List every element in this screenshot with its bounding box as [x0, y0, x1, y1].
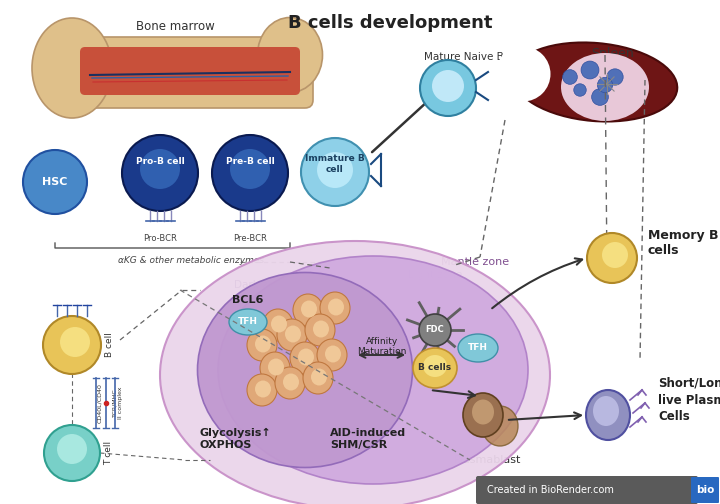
Ellipse shape	[303, 362, 333, 394]
Ellipse shape	[463, 393, 503, 437]
Ellipse shape	[255, 381, 271, 398]
Ellipse shape	[260, 352, 290, 384]
Text: CD40L/CD40: CD40L/CD40	[97, 383, 102, 423]
Ellipse shape	[60, 327, 90, 357]
Text: Immature B
cell: Immature B cell	[305, 154, 365, 174]
Ellipse shape	[247, 374, 277, 406]
Text: BCL6: BCL6	[233, 295, 264, 305]
Ellipse shape	[482, 406, 518, 446]
Ellipse shape	[472, 400, 494, 424]
Circle shape	[563, 70, 577, 84]
FancyBboxPatch shape	[80, 47, 300, 95]
Circle shape	[581, 61, 599, 79]
Text: T cell: T cell	[104, 441, 113, 465]
FancyBboxPatch shape	[476, 476, 698, 504]
Ellipse shape	[275, 367, 305, 399]
Text: Pre-B cell: Pre-B cell	[225, 157, 274, 165]
Ellipse shape	[293, 294, 323, 326]
Ellipse shape	[160, 241, 550, 504]
Text: Mantle zone: Mantle zone	[441, 257, 509, 267]
Ellipse shape	[32, 18, 112, 118]
Ellipse shape	[247, 329, 277, 361]
Circle shape	[23, 150, 87, 214]
Ellipse shape	[271, 316, 287, 333]
Circle shape	[574, 84, 586, 96]
Circle shape	[419, 314, 451, 346]
Ellipse shape	[313, 321, 329, 338]
Ellipse shape	[218, 256, 528, 484]
Circle shape	[301, 138, 369, 206]
Text: Glycolysis↑
OXPHOS: Glycolysis↑ OXPHOS	[200, 428, 271, 451]
Text: Bone marrow: Bone marrow	[135, 20, 215, 33]
Circle shape	[122, 135, 198, 211]
Text: Dark zone: Dark zone	[233, 280, 287, 290]
Ellipse shape	[586, 390, 630, 440]
Text: HSC: HSC	[42, 177, 68, 187]
Text: Affinity
Maturation: Affinity Maturation	[357, 337, 407, 356]
Text: Pre-BCR: Pre-BCR	[233, 234, 267, 243]
Ellipse shape	[413, 348, 457, 388]
Ellipse shape	[587, 233, 637, 283]
Ellipse shape	[255, 336, 271, 352]
Circle shape	[212, 135, 288, 211]
Text: TFH: TFH	[238, 318, 258, 327]
Ellipse shape	[229, 309, 267, 335]
Ellipse shape	[43, 316, 101, 374]
Ellipse shape	[285, 326, 301, 343]
Ellipse shape	[423, 355, 447, 377]
Ellipse shape	[258, 18, 323, 93]
Ellipse shape	[317, 339, 347, 371]
Text: TCR/MHC
II complex: TCR/MHC II complex	[112, 387, 123, 419]
FancyBboxPatch shape	[691, 477, 719, 503]
FancyBboxPatch shape	[57, 37, 313, 108]
Circle shape	[317, 152, 353, 188]
Circle shape	[598, 78, 613, 93]
Text: Mature Naive B cell: Mature Naive B cell	[424, 52, 526, 62]
Text: FDC: FDC	[426, 326, 444, 335]
Circle shape	[420, 60, 476, 116]
Ellipse shape	[513, 42, 678, 121]
Ellipse shape	[277, 319, 307, 351]
Ellipse shape	[301, 300, 317, 318]
Ellipse shape	[328, 298, 344, 316]
Text: Light zone: Light zone	[408, 270, 462, 280]
Circle shape	[607, 69, 624, 85]
Circle shape	[432, 70, 464, 102]
Text: B cell: B cell	[105, 333, 114, 357]
Ellipse shape	[290, 342, 320, 374]
Text: B cells: B cells	[418, 363, 451, 372]
Text: Memory B
cells: Memory B cells	[648, 229, 719, 257]
Ellipse shape	[325, 346, 341, 362]
Ellipse shape	[458, 334, 498, 362]
Text: AID-induced
SHM/CSR: AID-induced SHM/CSR	[330, 428, 406, 451]
Ellipse shape	[561, 53, 649, 121]
Ellipse shape	[495, 46, 551, 101]
Ellipse shape	[602, 242, 628, 268]
Ellipse shape	[44, 425, 100, 481]
Text: bio: bio	[696, 485, 714, 495]
Circle shape	[140, 149, 180, 189]
Ellipse shape	[283, 373, 299, 391]
Text: B cells development: B cells development	[288, 14, 492, 32]
Circle shape	[592, 89, 608, 105]
Ellipse shape	[311, 368, 327, 386]
Ellipse shape	[57, 434, 87, 464]
Text: Plasmablast: Plasmablast	[454, 455, 522, 465]
Ellipse shape	[305, 314, 335, 346]
Ellipse shape	[268, 358, 284, 375]
Text: Short/Long
live Plasma
Cells: Short/Long live Plasma Cells	[658, 376, 720, 423]
Ellipse shape	[197, 273, 413, 468]
Text: Pro-B cell: Pro-B cell	[135, 157, 184, 165]
Text: Created in BioRender.com: Created in BioRender.com	[487, 485, 614, 495]
Ellipse shape	[593, 396, 619, 426]
Text: αKG & other metabolic enzymes: αKG & other metabolic enzymes	[118, 256, 264, 265]
Ellipse shape	[263, 309, 293, 341]
Text: TFH: TFH	[468, 344, 488, 352]
Text: Spleen: Spleen	[590, 47, 634, 60]
Circle shape	[230, 149, 270, 189]
Text: Pro-BCR: Pro-BCR	[143, 234, 177, 243]
Ellipse shape	[320, 292, 350, 324]
Ellipse shape	[298, 348, 314, 365]
